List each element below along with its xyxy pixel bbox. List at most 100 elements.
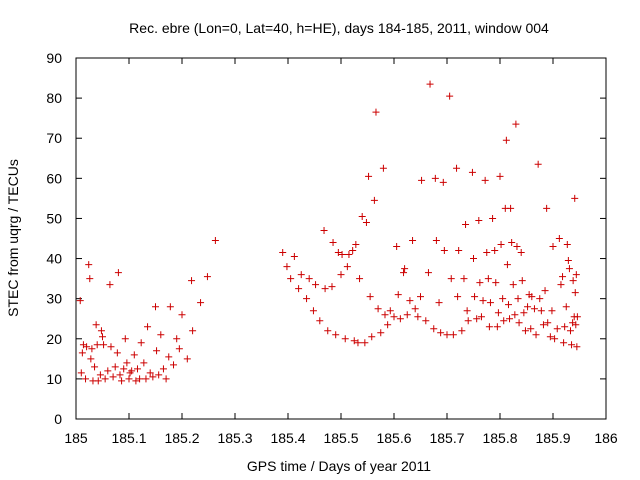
data-point [354,339,362,347]
data-point [509,281,517,289]
data-point [136,375,144,383]
data-point [83,343,91,351]
data-points [76,80,581,385]
data-point [551,335,559,343]
data-point [142,375,150,383]
data-point [211,237,219,245]
data-point [361,339,369,347]
data-point [548,307,556,315]
data-point [153,347,161,355]
data-point [162,375,170,383]
data-point [116,371,124,379]
data-point [400,269,408,277]
data-point [462,220,470,228]
chart-title: Rec. ebre (Lon=0, Lat=40, h=HE), days 18… [129,20,549,36]
data-point [279,249,287,257]
data-point [414,313,422,321]
data-point [305,275,313,283]
data-point [82,375,90,383]
data-point [379,164,387,172]
data-point [454,293,462,301]
data-point [100,341,108,349]
data-point [403,311,411,319]
data-point [94,377,102,385]
axis-ticks: 185 185.1 185.2 185.3 185.4 185.5 185.6 185.7 18… [46,50,617,446]
data-point [349,247,357,255]
data-point [152,303,159,311]
data-point [188,277,196,285]
data-point [358,212,366,220]
data-point [104,367,112,375]
data-point [77,369,85,377]
data-point [123,359,131,367]
data-point [543,204,551,212]
data-point [175,345,183,353]
data-point [157,331,165,339]
data-point [530,305,538,313]
data-point [446,92,454,100]
data-point [455,247,463,255]
data-point [555,235,563,242]
data-point [536,295,544,303]
data-point [496,172,504,180]
data-point [468,168,476,176]
data-point [146,369,154,377]
data-point [334,249,342,257]
data-point [88,345,96,353]
data-point [537,307,545,315]
data-point [155,371,163,379]
data-point [332,331,340,339]
data-point [337,271,345,279]
data-point [406,297,414,305]
data-point [125,375,133,383]
data-point [350,337,358,345]
data-point [512,120,520,128]
data-point [78,349,86,357]
y-tick-label: 0 [54,411,62,427]
data-point [565,265,573,273]
data-point [560,339,568,347]
data-point [411,305,419,313]
data-point [489,214,497,222]
data-point [97,327,105,335]
x-tick-label: 185.7 [429,430,464,446]
data-point [409,237,417,245]
data-point [424,269,432,277]
data-point [563,241,571,249]
data-point [173,335,181,343]
data-point [113,349,121,357]
x-axis-label: GPS time / Days of year 2011 [247,458,431,474]
data-point [197,299,205,307]
x-tick-label: 186 [594,430,618,446]
data-point [374,305,382,313]
data-point [546,333,554,341]
data-point [321,285,329,293]
data-point [386,307,394,315]
y-tick-label: 70 [46,130,62,146]
x-tick-label: 185 [64,430,88,446]
y-tick-label: 10 [46,371,62,387]
data-point [569,277,577,285]
data-point [500,317,508,325]
data-point [144,323,152,331]
data-point [297,271,305,279]
data-point [99,333,106,341]
data-point [534,160,542,168]
x-tick-label: 185.2 [164,430,199,446]
data-point [356,275,364,283]
data-point [365,172,373,180]
data-point [573,313,581,321]
data-point [499,295,507,303]
data-point [133,365,141,373]
data-point [511,311,519,319]
data-point [524,303,532,311]
data-point [422,317,430,325]
data-point [396,315,404,323]
data-point [372,108,380,116]
y-tick-label: 40 [46,251,62,267]
data-point [377,329,385,337]
data-point [130,351,138,359]
data-point [85,261,93,269]
data-point [447,275,455,283]
data-point [345,251,353,259]
